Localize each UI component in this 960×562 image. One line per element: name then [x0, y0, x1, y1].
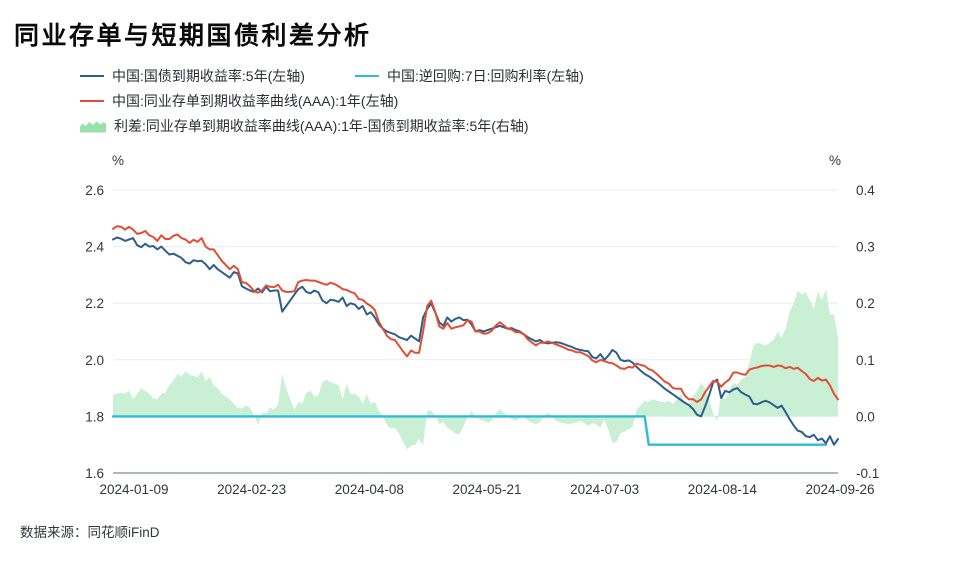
legend-row-2: 中国:同业存单到期收益率曲线(AAA):1年(左轴): [80, 91, 450, 111]
left-axis-tick-label: 2.2: [85, 296, 104, 311]
x-axis-tick-label: 2024-02-23: [217, 482, 286, 497]
x-axis-tick-label: 2024-07-03: [570, 482, 639, 497]
data-source: 数据来源：同花顺iFinD: [20, 521, 160, 541]
series-ncd-aaa-1y-line: [112, 225, 839, 403]
right-axis-tick-label: 0.3: [856, 240, 875, 255]
area-marker-icon: [80, 121, 106, 133]
right-axis-tick-label: -0.1: [856, 466, 879, 481]
legend-item-spread[interactable]: 利差:同业存单到期收益率曲线(AAA):1年-国债到期收益率:5年(右轴): [80, 116, 529, 136]
legend-item-ncd-aaa-1y[interactable]: 中国:同业存单到期收益率曲线(AAA):1年(左轴): [80, 91, 398, 111]
legend-item-repo-7d[interactable]: 中国:逆回购:7日:回购利率(左轴): [355, 66, 584, 86]
data-source-value: 同花顺iFinD: [87, 525, 160, 540]
legend-row-1: 中国:国债到期收益率:5年(左轴) 中国:逆回购:7日:回购利率(左轴): [80, 66, 584, 86]
line-marker-icon: [80, 75, 104, 77]
x-axis-tick-label: 2024-01-09: [99, 482, 168, 497]
line-marker-icon: [355, 75, 379, 77]
line-marker-icon: [80, 100, 104, 102]
legend-label: 中国:逆回购:7日:回购利率(左轴): [387, 68, 584, 84]
legend-label: 中国:国债到期收益率:5年(左轴): [112, 68, 305, 84]
series-repo-7d-line: [111, 415, 828, 446]
data-source-label: 数据来源：: [20, 525, 88, 540]
legend-label: 利差:同业存单到期收益率曲线(AAA):1年-国债到期收益率:5年(右轴): [114, 118, 529, 134]
x-axis-tick-label: 2024-04-08: [335, 482, 404, 497]
legend-item-cgb-5y[interactable]: 中国:国债到期收益率:5年(左轴): [80, 66, 305, 86]
legend-row-3: 利差:同业存单到期收益率曲线(AAA):1年-国债到期收益率:5年(右轴): [80, 116, 581, 136]
left-axis-tick-label: 2.0: [85, 353, 104, 368]
chart-title: 同业存单与短期国债利差分析: [14, 22, 372, 50]
plot-area[interactable]: [113, 155, 838, 473]
left-axis-unit: %: [112, 153, 124, 168]
x-axis-tick-label: 2024-08-14: [688, 482, 758, 497]
series-spread-area: [113, 289, 838, 450]
right-axis-tick-label: 0.4: [856, 183, 875, 198]
right-axis-tick-label: 0.2: [856, 296, 875, 311]
right-axis-unit: %: [829, 153, 841, 168]
x-axis-tick-label: 2024-09-26: [805, 482, 874, 497]
left-axis-tick-label: 2.6: [85, 183, 104, 198]
right-axis-tick-label: 0.1: [856, 353, 875, 368]
legend-label: 中国:同业存单到期收益率曲线(AAA):1年(左轴): [112, 93, 399, 109]
left-axis-tick-label: 1.6: [85, 466, 104, 481]
x-axis-tick-label: 2024-05-21: [452, 482, 521, 497]
left-axis-tick-label: 2.4: [85, 240, 104, 255]
left-axis-tick-label: 1.8: [85, 409, 104, 424]
right-axis-tick-label: 0.0: [856, 409, 875, 424]
